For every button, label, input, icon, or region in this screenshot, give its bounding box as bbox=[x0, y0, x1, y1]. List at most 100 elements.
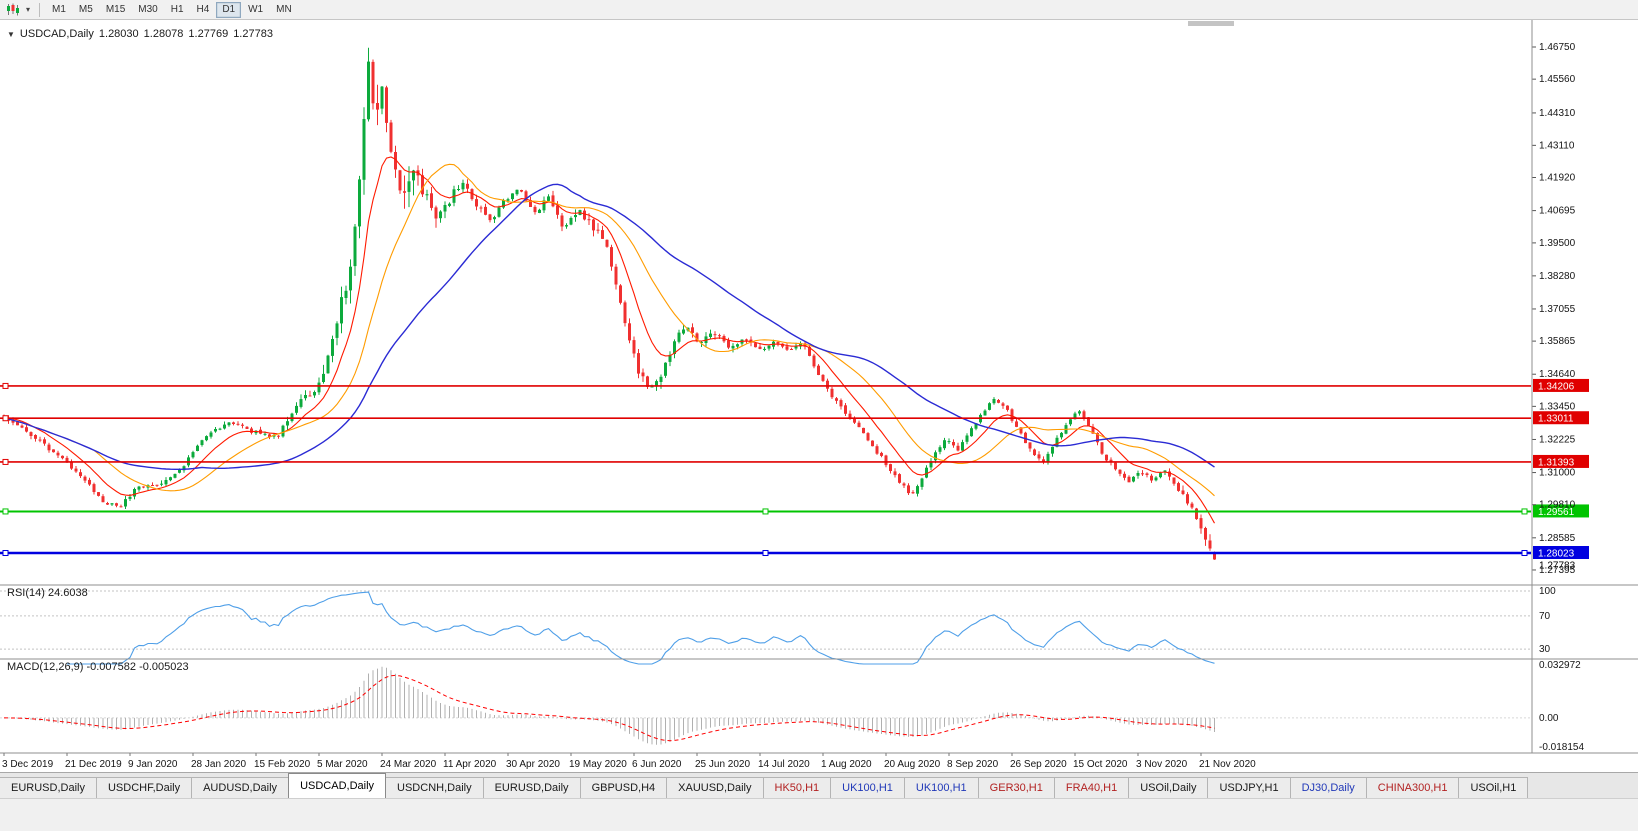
svg-text:24 Mar 2020: 24 Mar 2020 bbox=[380, 759, 437, 770]
symbol-tab-china300-h1[interactable]: CHINA300,H1 bbox=[1365, 777, 1460, 798]
svg-text:20 Aug 2020: 20 Aug 2020 bbox=[884, 759, 941, 770]
svg-text:1.39500: 1.39500 bbox=[1539, 238, 1576, 249]
svg-text:25 Jun 2020: 25 Jun 2020 bbox=[695, 759, 750, 770]
hline-handle[interactable] bbox=[1521, 550, 1528, 557]
hline-handle[interactable] bbox=[762, 550, 769, 557]
svg-text:26 Sep 2020: 26 Sep 2020 bbox=[1010, 759, 1067, 770]
chart-symbol-label: USDCAD,Daily bbox=[19, 28, 94, 40]
symbol-tab-usdcnh-daily[interactable]: USDCNH,Daily bbox=[385, 777, 484, 798]
timeframe-button-d1[interactable]: D1 bbox=[216, 1, 242, 18]
symbol-tab-uk100-h1[interactable]: UK100,H1 bbox=[903, 777, 979, 798]
hline-handle[interactable] bbox=[2, 415, 9, 422]
timeframe-button-m30[interactable]: M30 bbox=[138, 4, 158, 15]
timeframe-button-m5[interactable]: M5 bbox=[78, 4, 93, 15]
svg-text:1.28585: 1.28585 bbox=[1539, 533, 1576, 544]
symbol-tab-eurusd-daily[interactable]: EURUSD,Daily bbox=[482, 777, 581, 798]
svg-text:3 Dec 2019: 3 Dec 2019 bbox=[2, 759, 54, 770]
macd-histogram bbox=[3, 666, 1215, 745]
hline-handle[interactable] bbox=[2, 508, 9, 515]
svg-text:1.33450: 1.33450 bbox=[1539, 401, 1576, 412]
symbol-tab-fra40-h1[interactable]: FRA40,H1 bbox=[1053, 777, 1130, 798]
symbol-tab-usdjpy-h1[interactable]: USDJPY,H1 bbox=[1207, 777, 1291, 798]
symbol-tab-bar: EURUSD,Daily USDCHF,Daily AUDUSD,Daily USDC… bbox=[0, 772, 1638, 798]
svg-text:0.00: 0.00 bbox=[1539, 713, 1559, 724]
chart-menu-caret-icon[interactable]: ▼ bbox=[7, 29, 15, 39]
svg-text:15 Oct 2020: 15 Oct 2020 bbox=[1073, 759, 1128, 770]
chart-type-dropdown-icon[interactable]: ▾ bbox=[25, 5, 30, 14]
svg-text:1.31393: 1.31393 bbox=[1538, 457, 1575, 468]
svg-text:28 Jan 2020: 28 Jan 2020 bbox=[191, 759, 246, 770]
timeframe-button-mn[interactable]: MN bbox=[276, 4, 292, 15]
macd-indicator-label: MACD(12,26,9) -0.007582 -0.005023 bbox=[7, 661, 189, 673]
macd-signal-line bbox=[4, 674, 1215, 742]
moving-averages-layer bbox=[3, 156, 1215, 524]
svg-text:21 Nov 2020: 21 Nov 2020 bbox=[1199, 759, 1256, 770]
candles-layer bbox=[2, 47, 1216, 560]
symbol-tab-usdchf-daily[interactable]: USDCHF,Daily bbox=[95, 777, 193, 798]
macd-panel[interactable] bbox=[0, 666, 1531, 745]
ohlc-low: 1.27769 bbox=[188, 28, 229, 40]
symbol-tab-usdcad-daily[interactable]: USDCAD,Daily bbox=[288, 773, 387, 798]
svg-text:1 Aug 2020: 1 Aug 2020 bbox=[821, 759, 872, 770]
svg-text:5 Mar 2020: 5 Mar 2020 bbox=[317, 759, 368, 770]
svg-text:21 Dec 2019: 21 Dec 2019 bbox=[65, 759, 122, 770]
svg-text:30 Apr 2020: 30 Apr 2020 bbox=[506, 759, 560, 770]
rsi-panel[interactable] bbox=[0, 590, 1531, 665]
timeframe-buttons: M1 M5 M15 M30 H1 H4 D1 W1 MN bbox=[46, 1, 298, 18]
svg-text:1.38280: 1.38280 bbox=[1539, 271, 1576, 282]
timeframe-button-m1[interactable]: M1 bbox=[52, 4, 66, 15]
svg-text:9 Jan 2020: 9 Jan 2020 bbox=[128, 759, 178, 770]
symbol-tab-hk50-h1[interactable]: HK50,H1 bbox=[762, 777, 832, 798]
symbol-tab-xauusd-daily[interactable]: XAUUSD,Daily bbox=[666, 777, 764, 798]
chart-window: ▼ USDCAD,Daily 1.28030 1.28078 1.27769 1… bbox=[0, 20, 1638, 772]
chart-hscroll-thumb[interactable] bbox=[1188, 21, 1234, 26]
hline-handle[interactable] bbox=[762, 508, 769, 515]
toolbar-separator bbox=[39, 2, 40, 17]
time-axis[interactable]: 3 Dec 2019 21 Dec 2019 9 Jan 2020 28 Jan 20… bbox=[2, 753, 1256, 770]
svg-text:1.37055: 1.37055 bbox=[1539, 304, 1576, 315]
hline-handle[interactable] bbox=[2, 382, 9, 389]
svg-text:19 May 2020: 19 May 2020 bbox=[569, 759, 627, 770]
svg-text:1.29810: 1.29810 bbox=[1539, 500, 1576, 511]
svg-text:8 Sep 2020: 8 Sep 2020 bbox=[947, 759, 999, 770]
svg-text:3 Nov 2020: 3 Nov 2020 bbox=[1136, 759, 1188, 770]
symbol-tab-eurusd-daily[interactable]: EURUSD,Daily bbox=[0, 777, 97, 798]
symbol-tab-usoil-daily[interactable]: USOil,Daily bbox=[1128, 777, 1209, 798]
hline-handle[interactable] bbox=[2, 550, 9, 557]
svg-text:1.32225: 1.32225 bbox=[1539, 434, 1576, 445]
svg-text:11 Apr 2020: 11 Apr 2020 bbox=[443, 759, 497, 770]
symbol-tab-usoil-h1[interactable]: USOil,H1 bbox=[1458, 777, 1529, 798]
rsi-line bbox=[67, 591, 1215, 665]
timeframe-button-w1[interactable]: W1 bbox=[248, 4, 264, 15]
symbol-tab-ger30-h1[interactable]: GER30,H1 bbox=[977, 777, 1055, 798]
chart-type-icon[interactable] bbox=[4, 2, 22, 18]
svg-text:1.27395: 1.27395 bbox=[1539, 565, 1576, 576]
timeframe-toolbar: ▾ M1 M5 M15 M30 H1 H4 D1 W1 MN bbox=[0, 0, 1638, 20]
timeframe-button-m15[interactable]: M15 bbox=[105, 4, 126, 15]
svg-text:1.34640: 1.34640 bbox=[1539, 369, 1576, 380]
rsi-indicator-label: RSI(14) 24.6038 bbox=[7, 587, 88, 599]
symbol-tab-dj30-daily[interactable]: DJ30,Daily bbox=[1289, 777, 1367, 798]
svg-text:30: 30 bbox=[1539, 644, 1551, 655]
svg-text:1.45560: 1.45560 bbox=[1539, 74, 1576, 85]
horizontal-lines-layer bbox=[0, 382, 1531, 557]
svg-text:1.34206: 1.34206 bbox=[1538, 381, 1575, 392]
symbol-tab-audusd-daily[interactable]: AUDUSD,Daily bbox=[191, 777, 290, 798]
hline-handle[interactable] bbox=[1521, 508, 1528, 515]
ma-fast-line bbox=[3, 156, 1215, 524]
price-axis[interactable]: 1.34206 1.33011 1.31393 1.29561 1.28023 1.467… bbox=[1532, 42, 1589, 753]
svg-text:6 Jun 2020: 6 Jun 2020 bbox=[632, 759, 682, 770]
svg-text:70: 70 bbox=[1539, 611, 1551, 622]
svg-text:1.43110: 1.43110 bbox=[1539, 140, 1575, 151]
ohlc-close: 1.27783 bbox=[233, 28, 273, 40]
svg-text:1.33011: 1.33011 bbox=[1538, 414, 1574, 425]
timeframe-button-h4[interactable]: H4 bbox=[196, 4, 210, 15]
timeframe-button-h1[interactable]: H1 bbox=[170, 4, 184, 15]
symbol-tab-uk100-h1[interactable]: UK100,H1 bbox=[830, 777, 905, 798]
ohlc-high: 1.28078 bbox=[143, 28, 184, 40]
svg-text:1.41920: 1.41920 bbox=[1539, 173, 1576, 184]
hline-handle[interactable] bbox=[2, 458, 9, 465]
svg-text:1.44310: 1.44310 bbox=[1539, 108, 1576, 119]
price-chart-canvas[interactable]: 1.34206 1.33011 1.31393 1.29561 1.28023 1.467… bbox=[0, 20, 1638, 772]
symbol-tab-gbpusd-h4[interactable]: GBPUSD,H4 bbox=[579, 777, 668, 798]
